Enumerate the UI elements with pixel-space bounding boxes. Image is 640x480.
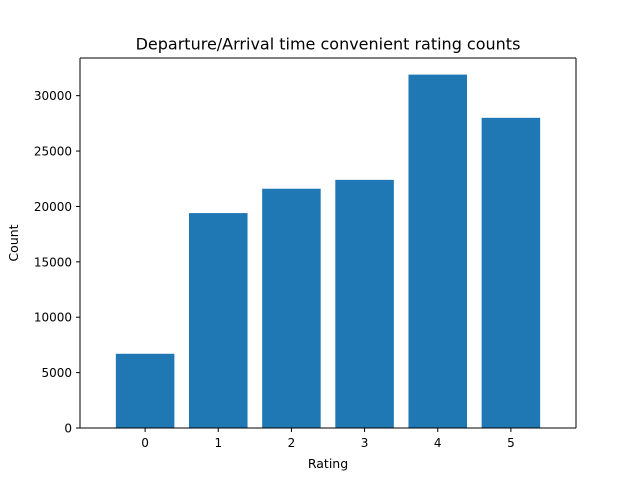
x-tick-label: 4 <box>434 436 442 450</box>
bar-rating-2 <box>262 188 321 428</box>
y-axis-label: Count <box>6 224 21 261</box>
y-tick-label: 25000 <box>34 145 72 159</box>
x-tick-label: 2 <box>288 436 296 450</box>
x-axis-label: Rating <box>308 456 348 471</box>
x-tick-label: 1 <box>214 436 222 450</box>
y-axis-ticks: 0 5000 10000 15000 20000 25000 30000 <box>34 89 80 436</box>
x-axis-ticks: 0 1 2 3 4 5 <box>141 428 515 450</box>
y-tick-label: 0 <box>64 422 72 436</box>
y-tick-label: 5000 <box>41 366 72 380</box>
bar-rating-3 <box>335 179 394 428</box>
y-tick-label: 10000 <box>34 311 72 325</box>
x-tick-label: 5 <box>507 436 515 450</box>
bars-group <box>115 74 541 429</box>
x-tick-label: 3 <box>361 436 369 450</box>
bar-rating-1 <box>189 213 248 428</box>
bar-rating-0 <box>115 353 175 428</box>
bar-rating-5 <box>481 117 541 428</box>
y-tick-label: 15000 <box>34 255 72 269</box>
y-tick-label: 20000 <box>34 200 72 214</box>
x-tick-label: 0 <box>141 436 149 450</box>
bar-rating-4 <box>408 74 467 429</box>
chart-title: Departure/Arrival time convenient rating… <box>136 35 521 54</box>
y-tick-label: 30000 <box>34 89 72 103</box>
